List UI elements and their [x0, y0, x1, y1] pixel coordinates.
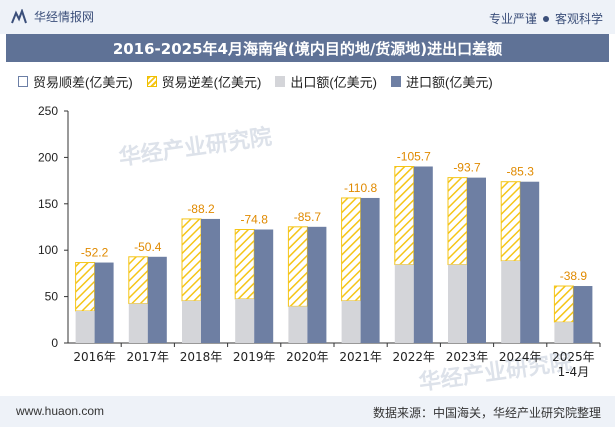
- export-bar: [341, 300, 361, 343]
- import-bar: [254, 229, 274, 343]
- export-bar: [128, 303, 148, 343]
- x-tick-label: 2023年: [446, 350, 489, 364]
- footer-website: www.huaon.com: [16, 404, 105, 418]
- deficit-bar: [500, 181, 521, 262]
- export-bar: [75, 310, 95, 343]
- deficit-bar: [287, 226, 308, 307]
- bar-chart: 华经产业研究院华经产业研究院050100150200250-52.22016年-…: [38, 104, 601, 395]
- deficit-bar: [181, 218, 202, 302]
- deficit-data-label: -85.7: [294, 210, 322, 224]
- legend-label-deficit: 贸易逆差(亿美元): [161, 75, 262, 90]
- deficit-bar: [75, 262, 96, 312]
- deficit-data-label: -105.7: [397, 149, 431, 163]
- y-tick-label: 200: [38, 150, 58, 164]
- deficit-data-label: -52.2: [81, 246, 109, 260]
- y-tick-label: 150: [38, 197, 58, 211]
- x-tick-label: 2021年: [339, 350, 382, 364]
- x-tick-label: 2016年: [73, 350, 116, 364]
- export-bar: [288, 306, 308, 343]
- footer-source: 数据来源：中国海关，华经产业研究院整理: [372, 406, 601, 420]
- header-tags: 专业严谨 客观科学: [489, 10, 603, 27]
- y-tick-label: 250: [38, 104, 58, 118]
- deficit-data-label: -88.2: [187, 202, 215, 216]
- brand-name: 华经情报网: [34, 10, 95, 24]
- x-tick-label: 2025年: [552, 350, 595, 364]
- import-bar: [520, 181, 540, 343]
- import-bar: [94, 262, 114, 343]
- x-tick-label: 2018年: [180, 350, 223, 364]
- chart-watermark: 华经产业研究院: [117, 124, 273, 171]
- legend-label-export: 出口额(亿美元): [290, 75, 378, 90]
- x-tick-label: 2024年: [499, 350, 542, 364]
- export-bar: [394, 264, 414, 343]
- import-bar: [573, 286, 593, 343]
- brand: 华经情报网: [10, 8, 94, 25]
- top-bar: 华经情报网 专业严谨 客观科学: [0, 0, 615, 34]
- deficit-data-label: -38.9: [560, 269, 588, 283]
- deficit-data-label: -50.4: [134, 240, 162, 254]
- legend-item-surplus: 贸易顺差(亿美元): [18, 72, 133, 91]
- deficit-bar: [553, 285, 574, 323]
- legend-swatch-surplus: [18, 76, 28, 87]
- brand-logo-icon: [11, 8, 27, 23]
- deficit-data-label: -93.7: [453, 161, 481, 175]
- deficit-bar: [128, 256, 149, 305]
- deficit-bar: [447, 177, 468, 266]
- x-tick-label: 2019年: [233, 350, 276, 364]
- x-tick-label: 2022年: [393, 350, 436, 364]
- export-bar: [554, 322, 574, 343]
- legend-swatch-import: [391, 76, 402, 87]
- footer: www.huaon.com 数据来源：中国海关，华经产业研究院整理: [0, 396, 615, 427]
- chart-watermark: 华经产业研究院: [417, 349, 573, 395]
- tag-professional: 专业严谨: [488, 12, 537, 26]
- deficit-bar: [234, 229, 255, 300]
- import-bar: [413, 166, 433, 343]
- y-tick-label: 100: [38, 243, 58, 257]
- title-bar: 2016-2025年4月海南省(境内目的地/货源地)进出口差额: [6, 34, 609, 62]
- import-bar: [360, 197, 380, 343]
- tag-objective: 客观科学: [554, 12, 603, 26]
- deficit-data-label: -85.3: [507, 165, 535, 179]
- import-bar: [201, 218, 220, 343]
- import-bar: [467, 177, 486, 343]
- chart-legend: 贸易顺差(亿美元) 贸易逆差(亿美元) 出口额(亿美元) 进口额(亿美元): [18, 72, 578, 91]
- x-tick-label: 2020年: [286, 350, 329, 364]
- legend-item-deficit: 贸易逆差(亿美元): [146, 72, 262, 91]
- y-tick-label: 0: [51, 336, 58, 350]
- import-bar: [147, 256, 167, 343]
- legend-label-surplus: 贸易顺差(亿美元): [33, 75, 133, 90]
- import-bar: [307, 226, 327, 343]
- export-bar: [235, 298, 255, 343]
- tag-separator-dot: [542, 15, 549, 22]
- export-bar: [501, 260, 521, 343]
- chart-title: 2016-2025年4月海南省(境内目的地/货源地)进出口差额: [112, 39, 503, 58]
- export-bar: [448, 264, 467, 343]
- legend-item-import: 进口额(亿美元): [391, 72, 493, 91]
- legend-swatch-deficit: [146, 76, 157, 87]
- y-tick-label: 50: [45, 290, 59, 304]
- export-bar: [182, 300, 201, 343]
- legend-label-import: 进口额(亿美元): [406, 75, 493, 90]
- legend-swatch-export: [275, 76, 286, 87]
- deficit-data-label: -110.8: [344, 181, 377, 195]
- x-tick-label: 1-4月: [558, 365, 590, 379]
- deficit-bar: [394, 165, 415, 266]
- deficit-bar: [341, 197, 362, 302]
- x-tick-label: 2017年: [127, 350, 170, 364]
- deficit-data-label: -74.8: [241, 213, 269, 227]
- legend-item-export: 出口额(亿美元): [275, 72, 377, 91]
